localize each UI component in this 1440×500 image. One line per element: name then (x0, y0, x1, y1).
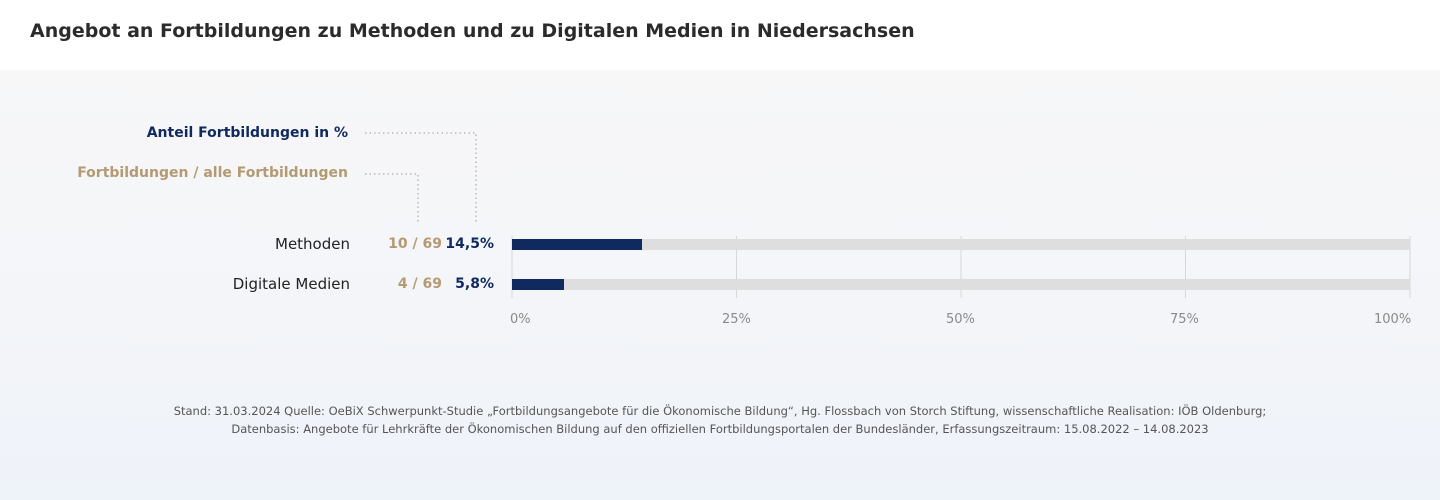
x-tick-100: 100% (1374, 312, 1412, 327)
bar-methoden (512, 239, 643, 250)
category-label-digitale-medien: Digitale Medien (232, 275, 350, 293)
bar-digitale-medien (512, 279, 565, 290)
x-tick-75: 75% (1170, 312, 1199, 327)
header: Angebot an Fortbildungen zu Methoden und… (0, 0, 1440, 70)
legend-leaders (365, 132, 477, 222)
legend-share-label: Anteil Fortbildungen in % (146, 125, 348, 141)
count-label-digitale-medien: 4 / 69 (397, 276, 442, 292)
category-label-methoden: Methoden (275, 235, 350, 253)
value-label-methoden: 14,5% (445, 236, 494, 252)
chart-title: Angebot an Fortbildungen zu Methoden und… (30, 20, 915, 42)
legend-count-label: Fortbildungen / alle Fortbildungen (77, 165, 348, 181)
bar-track-methoden (512, 239, 1410, 250)
value-label-digitale-medien: 5,8% (455, 276, 494, 292)
count-label-methoden: 10 / 69 (388, 236, 442, 252)
footer-database-line: Datenbasis: Angebote für Lehrkräfte der … (231, 422, 1209, 436)
x-tick-25: 25% (722, 312, 751, 327)
share-leader-line (365, 132, 477, 222)
x-tick-50: 50% (946, 312, 975, 327)
bar-track-digitale-medien (512, 279, 1410, 290)
x-tick-0: 0% (510, 312, 531, 327)
footer-source-line: Stand: 31.03.2024 Quelle: OeBiX Schwerpu… (173, 404, 1267, 418)
count-leader-line (365, 173, 419, 222)
